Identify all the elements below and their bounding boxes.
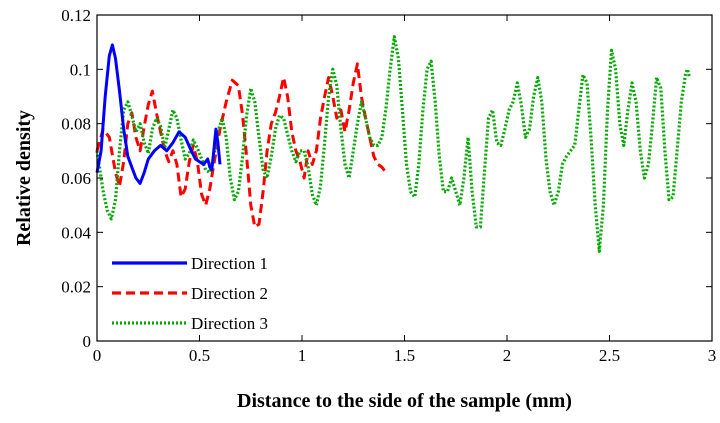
- y-tick-label: 0.12: [61, 6, 91, 25]
- y-tick-label: 0.1: [70, 60, 91, 79]
- plot-lines: [95, 35, 692, 253]
- y-tick-label: 0.06: [61, 169, 91, 188]
- legend-label-direction-2: Direction 2: [191, 284, 268, 303]
- y-tick-label: 0.02: [61, 278, 91, 297]
- series-line-direction-2: [95, 62, 388, 229]
- legend-label-direction-1: Direction 1: [191, 254, 268, 273]
- y-tick-label: 0.04: [61, 223, 91, 242]
- x-tick-label: 3: [708, 346, 717, 365]
- x-tick-label: 2: [503, 346, 512, 365]
- y-tick-label: 0.08: [61, 115, 91, 134]
- y-tick-label: 0: [83, 332, 92, 351]
- x-tick-label: 1.5: [394, 346, 415, 365]
- y-axis-label: Relative density: [13, 110, 35, 246]
- series-line-direction-3: [95, 35, 692, 253]
- legend-label-direction-3: Direction 3: [191, 314, 268, 333]
- series-line-direction-1: [95, 43, 222, 185]
- x-tick-label: 0: [93, 346, 102, 365]
- legend: Direction 1 Direction 2 Direction 3: [112, 254, 268, 333]
- y-axis-ticks: 0 0.02 0.04 0.06 0.08 0.1 0.12: [61, 6, 712, 351]
- x-tick-label: 2.5: [599, 346, 620, 365]
- x-axis-ticks: 0 0.5 1 1.5 2 2.5 3: [93, 15, 717, 365]
- x-axis-label: Distance to the side of the sample (mm): [237, 390, 572, 412]
- x-tick-label: 1: [298, 346, 307, 365]
- x-tick-label: 0.5: [189, 346, 210, 365]
